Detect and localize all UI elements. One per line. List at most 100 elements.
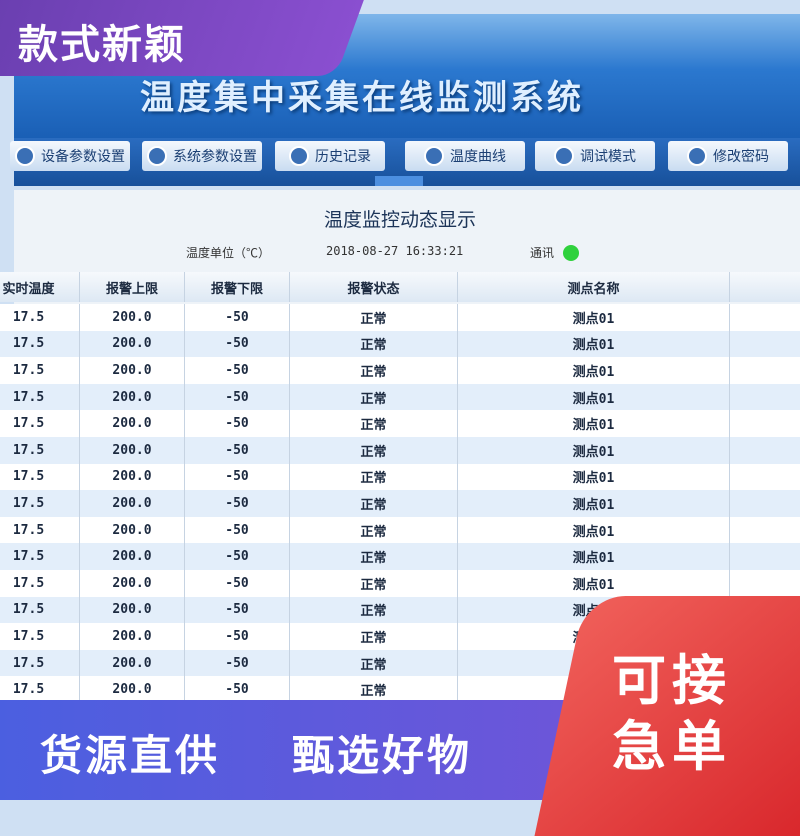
column-header: 报警下限 [185,272,290,302]
table-cell: 17.5 [0,490,80,517]
column-header [730,272,800,302]
table-cell: 测点01 [458,570,730,597]
footer-text: 货源直供 [40,731,221,780]
table-cell: 正常 [290,357,458,384]
table-cell [730,490,800,517]
table-cell: 17.5 [0,383,80,411]
table-cell: 正常 [290,570,458,597]
table-cell: 17.5 [0,543,80,570]
table-cell: 正常 [290,410,458,437]
nav-icon [424,146,444,166]
table-cell: 测点01 [458,516,730,544]
nav-label: 历史记录 [315,149,371,165]
status-label: 通讯 [530,246,555,260]
column-header: 报警上限 [80,272,185,302]
table-cell: 17.5 [0,357,80,384]
table-cell: -50 [185,383,290,411]
table-cell: 正常 [290,304,458,331]
nav-button[interactable]: 调试模式 [535,141,655,171]
table-cell: 正常 [290,596,458,624]
nav-button[interactable]: 系统参数设置 [142,141,262,171]
table-cell: 正常 [290,437,458,464]
table-cell: -50 [185,596,290,624]
table-cell: 200.0 [80,357,185,384]
table-cell [730,331,800,358]
system-title: 温度集中采集在线监测系统 [140,78,584,118]
table-cell: 17.5 [0,410,80,437]
table-cell: 正常 [290,490,458,517]
table-cell: -50 [185,304,290,331]
table-cell: 200.0 [80,410,185,437]
table-cell: 测点01 [458,543,730,570]
column-header: 报警状态 [290,272,458,302]
nav-button[interactable]: 修改密码 [668,141,788,171]
table-cell: 正常 [290,623,458,650]
table-cell: 测点01 [458,410,730,437]
table-cell: 17.5 [0,304,80,331]
badge-text: 款式新颖 [18,22,186,68]
table-cell: -50 [185,516,290,544]
table-cell: -50 [185,437,290,464]
table-cell: 正常 [290,330,458,358]
table-cell [730,384,800,411]
table-cell: 测点01 [458,463,730,491]
table-cell: 17.5 [0,330,80,358]
table-cell [730,437,800,464]
table-cell: 17.5 [0,570,80,597]
table-cell: 200.0 [80,516,185,544]
table-cell: 正常 [290,463,458,491]
table-cell: -50 [185,649,290,677]
table-cell: -50 [185,623,290,650]
table-cell: 200.0 [80,330,185,358]
table-cell: 17.5 [0,596,80,624]
table-cell: 17.5 [0,676,80,703]
nav-icon [554,146,574,166]
table-cell: -50 [185,330,290,358]
table-cell: -50 [185,543,290,570]
nav-button[interactable]: 设备参数设置 [10,141,130,171]
table-cell [730,410,800,437]
nav-label: 修改密码 [713,149,769,165]
table-cell: 200.0 [80,304,185,331]
nav-icon [15,146,35,166]
nav-label: 调试模式 [580,149,636,165]
table-cell: 200.0 [80,383,185,411]
table-cell [730,304,800,331]
table-cell: -50 [185,410,290,437]
table-cell: 17.5 [0,516,80,544]
datetime: 2018-08-27 16:33:21 [326,244,464,258]
nav-button[interactable]: 历史记录 [275,141,385,171]
table-cell: 测点01 [458,383,730,411]
table-cell: 正常 [290,649,458,677]
nav-label: 系统参数设置 [173,149,257,165]
table-cell: 17.5 [0,463,80,491]
table-cell: 200.0 [80,649,185,677]
corner-text: 可接 [612,649,732,712]
column-header: 测点名称 [458,272,730,302]
nav-button[interactable]: 温度曲线 [405,141,525,171]
table-cell: 正常 [290,516,458,544]
table-cell: 200.0 [80,437,185,464]
column-header: 实时温度 [0,272,80,302]
table-cell: -50 [185,676,290,703]
table-cell: 测点01 [458,330,730,358]
table-header: 实时温度 报警上限 报警下限 报警状态 测点名称 [0,272,800,302]
nav-label: 设备参数设置 [41,149,125,165]
table-cell: 200.0 [80,623,185,650]
nav-arrow [375,176,423,186]
footer-text: 甄选好物 [292,731,473,780]
table-cell: 正常 [290,383,458,411]
table-cell: 200.0 [80,676,185,703]
table-cell: 17.5 [0,437,80,464]
table-cell: 正常 [290,543,458,570]
table-cell [730,543,800,570]
